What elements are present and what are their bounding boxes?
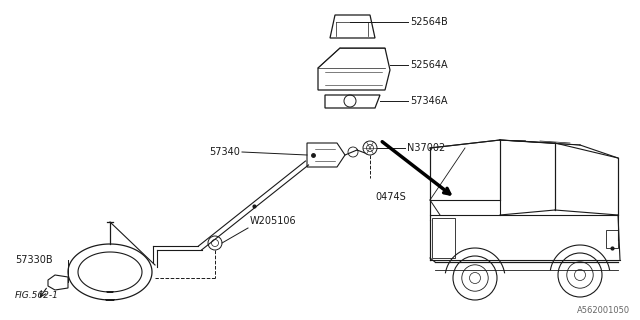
Text: A562001050: A562001050 — [577, 306, 630, 315]
Text: 0474S: 0474S — [375, 192, 406, 202]
Text: N37002: N37002 — [407, 143, 445, 153]
Text: 52564A: 52564A — [410, 60, 447, 70]
Text: 57346A: 57346A — [410, 96, 447, 106]
Text: W205106: W205106 — [250, 216, 296, 226]
Text: 57340: 57340 — [209, 147, 240, 157]
Text: 52564B: 52564B — [410, 17, 448, 27]
Text: FIG.562-1: FIG.562-1 — [15, 291, 59, 300]
Text: 57330B: 57330B — [15, 255, 52, 265]
